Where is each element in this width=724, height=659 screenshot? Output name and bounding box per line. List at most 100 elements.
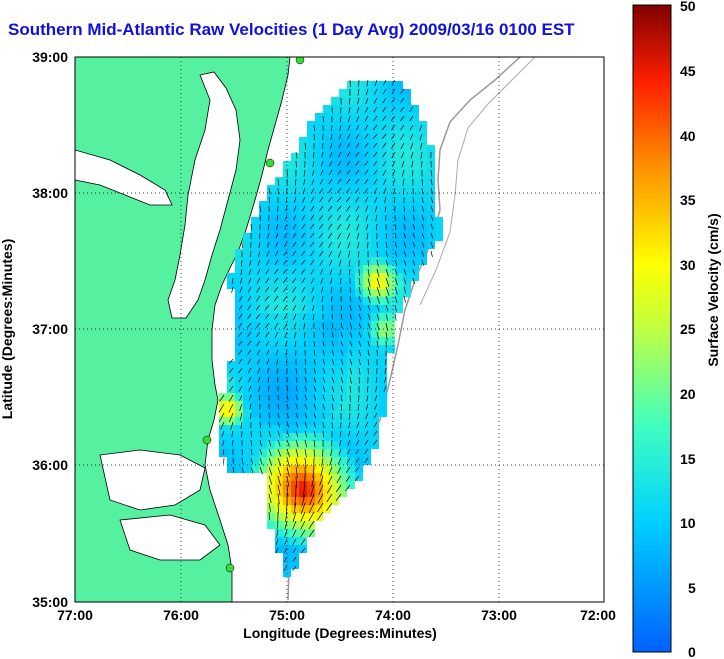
velocity-arrow <box>259 421 261 429</box>
velocity-cell <box>219 409 227 417</box>
velocity-cell <box>347 449 355 457</box>
velocity-arrow <box>331 124 333 132</box>
velocity-cell <box>267 249 275 257</box>
y-tick-label: 38:00 <box>32 185 68 201</box>
velocity-arrow <box>430 169 433 177</box>
velocity-arrow <box>340 304 343 311</box>
velocity-cell <box>339 345 347 353</box>
velocity-arrow <box>394 223 397 230</box>
velocity-arrow <box>238 304 243 311</box>
velocity-cell <box>355 233 363 241</box>
velocity-arrow <box>328 241 333 248</box>
velocity-arrow <box>319 196 324 203</box>
velocity-cell <box>387 201 395 209</box>
velocity-arrow <box>292 232 297 238</box>
velocity-cell <box>371 369 379 377</box>
velocity-cell <box>315 313 323 321</box>
velocity-arrow <box>304 457 307 468</box>
velocity-cell <box>323 129 331 137</box>
velocity-arrow <box>373 106 378 113</box>
velocity-arrow <box>308 502 315 514</box>
velocity-cell <box>379 89 387 97</box>
velocity-arrow <box>346 187 351 194</box>
velocity-cell <box>371 249 379 257</box>
velocity-cell <box>299 313 307 321</box>
velocity-arrow <box>238 322 243 329</box>
velocity-cell <box>267 393 275 401</box>
velocity-cell <box>251 369 259 377</box>
velocity-arrow <box>347 439 351 446</box>
velocity-cell <box>307 273 315 281</box>
velocity-cell <box>339 281 347 289</box>
velocity-cell <box>291 265 299 273</box>
velocity-arrow <box>229 385 234 392</box>
velocity-arrow <box>364 169 369 176</box>
velocity-arrow <box>238 340 243 346</box>
velocity-cell <box>299 217 307 225</box>
velocity-arrow <box>382 106 387 113</box>
velocity-arrow <box>349 268 351 276</box>
velocity-cell <box>331 401 339 409</box>
velocity-arrow <box>304 367 307 374</box>
colorbar-tick: 0 <box>688 644 696 659</box>
velocity-arrow <box>285 205 288 212</box>
velocity-arrow <box>358 295 361 302</box>
velocity-cell <box>387 177 395 185</box>
velocity-cell <box>403 281 411 289</box>
velocity-arrow <box>249 250 252 258</box>
velocity-cell <box>307 529 315 537</box>
velocity-cell <box>363 305 371 313</box>
velocity-arrow <box>355 214 360 222</box>
velocity-cell <box>347 225 355 233</box>
velocity-cell <box>267 185 275 193</box>
velocity-cell <box>235 409 243 417</box>
velocity-cell <box>251 433 259 441</box>
velocity-cell <box>251 289 259 297</box>
velocity-arrow <box>348 106 351 114</box>
velocity-arrow <box>268 448 272 456</box>
velocity-cell <box>251 465 259 473</box>
velocity-cell <box>331 193 339 201</box>
velocity-arrow <box>275 349 279 356</box>
velocity-cell <box>395 265 403 273</box>
velocity-arrow <box>329 457 333 466</box>
velocity-arrow <box>403 187 405 195</box>
velocity-arrow <box>364 124 369 131</box>
velocity-cell <box>323 249 331 257</box>
velocity-cell <box>347 145 355 153</box>
velocity-cell <box>427 177 435 185</box>
velocity-cell <box>259 281 267 289</box>
velocity-cell <box>379 377 387 385</box>
velocity-arrow <box>268 187 271 195</box>
velocity-arrow <box>228 394 234 402</box>
velocity-arrow <box>364 142 369 149</box>
velocity-cell <box>243 265 251 273</box>
velocity-cell <box>419 209 427 217</box>
velocity-cell <box>275 505 283 513</box>
velocity-arrow <box>357 250 360 258</box>
velocity-cell <box>347 169 355 177</box>
velocity-arrow <box>329 259 333 267</box>
velocity-arrow <box>317 511 324 521</box>
velocity-cell <box>307 329 315 337</box>
velocity-cell <box>379 97 387 105</box>
y-axis-label: Latitude (Degrees:Minutes) <box>0 239 15 419</box>
velocity-cell <box>339 193 347 201</box>
velocity-arrow <box>355 457 360 463</box>
velocity-arrow <box>274 313 279 320</box>
velocity-cell <box>275 433 283 441</box>
velocity-arrow <box>250 448 253 456</box>
velocity-cell <box>291 417 299 425</box>
velocity-arrow <box>257 367 261 374</box>
velocity-arrow <box>356 115 360 122</box>
velocity-cell <box>299 369 307 377</box>
velocity-arrow <box>338 133 342 140</box>
velocity-cell <box>299 321 307 329</box>
velocity-arrow <box>241 466 244 473</box>
velocity-cell <box>307 129 315 137</box>
velocity-arrow <box>337 466 342 474</box>
velocity-cell <box>267 201 275 209</box>
velocity-arrow <box>265 331 270 338</box>
velocity-cell <box>371 193 379 201</box>
velocity-arrow <box>301 295 306 302</box>
